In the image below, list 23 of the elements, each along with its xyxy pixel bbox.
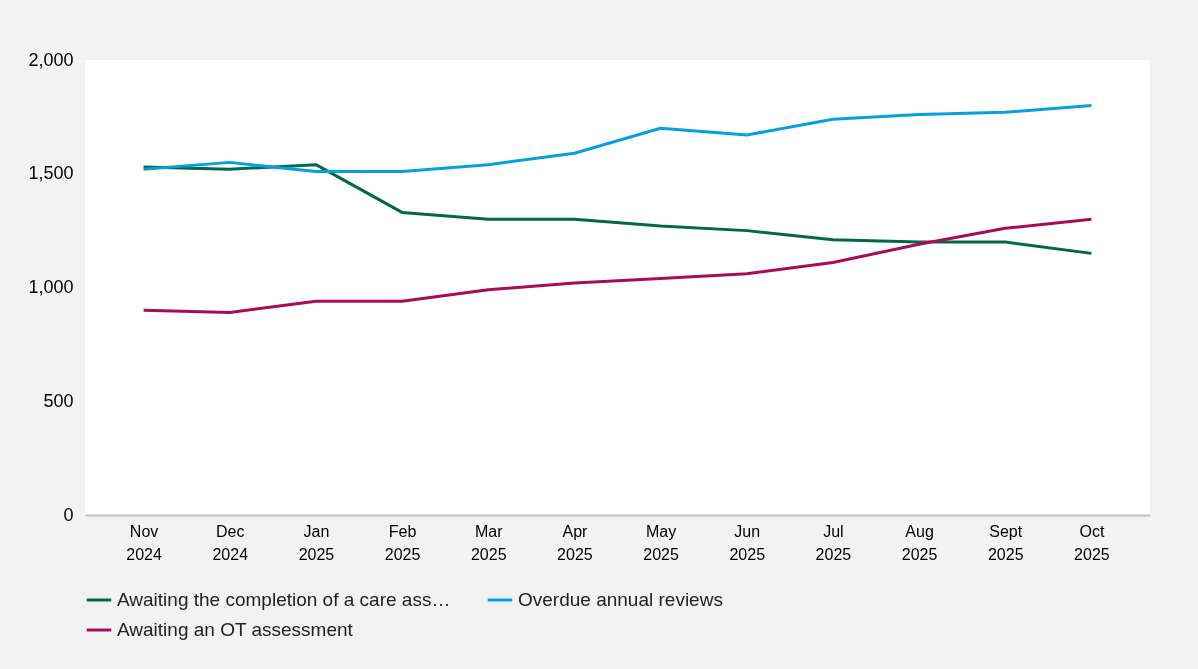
line-series — [142, 104, 1093, 173]
x-tick-label: Apr 2025 — [557, 522, 593, 563]
x-tick-label: May 2025 — [643, 522, 679, 563]
x-tick-label: Mar 2025 — [470, 522, 507, 563]
y-tick-label: 1,500 — [28, 163, 74, 184]
y-tick-label: 0 — [63, 504, 74, 525]
x-tick-label: Sept 2025 — [987, 522, 1024, 563]
x-tick-label: Jan 2025 — [298, 522, 335, 563]
y-tick-label: 500 — [43, 390, 74, 411]
legend-label: Awaiting an OT assessment — [117, 619, 354, 640]
legend-label: Overdue annual reviews — [518, 589, 723, 610]
y-tick-label: 2,000 — [28, 49, 74, 70]
x-tick-label: Feb 2025 — [384, 522, 421, 563]
x-tick-label: Nov 2024 — [126, 522, 162, 563]
y-tick-label: 1,000 — [28, 277, 74, 297]
x-tick-label: Jun 2025 — [729, 522, 766, 563]
line-series — [142, 163, 1093, 255]
x-tick-label: Dec 2024 — [212, 522, 249, 563]
legend-label: Awaiting the completion of a care ass… — [117, 589, 451, 610]
x-tick-label: Oct 2025 — [1074, 522, 1110, 563]
line-series — [142, 217, 1093, 315]
x-tick-label: Aug 2025 — [901, 522, 938, 563]
x-tick-label: Jul 2025 — [815, 522, 852, 563]
